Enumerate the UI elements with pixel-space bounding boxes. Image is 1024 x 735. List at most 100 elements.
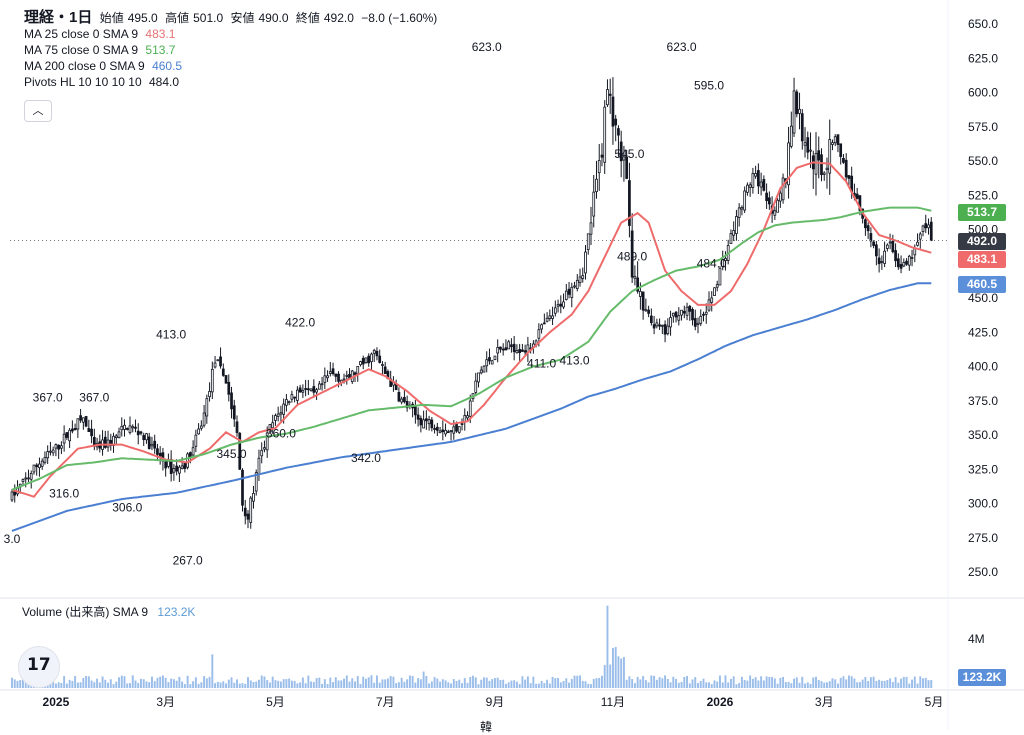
volume-legend[interactable]: Volume (出来高) SMA 9 123.2K <box>22 603 195 620</box>
ma25-price-badge: 483.1 <box>958 251 1006 268</box>
indicator-pivots[interactable]: Pivots HL 10 10 10 10 484.0 <box>24 74 441 90</box>
volume-bar <box>214 683 217 688</box>
volume-bar <box>883 680 886 688</box>
indicator-ma200[interactable]: MA 200 close 0 SMA 9 460.5 <box>24 58 441 74</box>
candle-body <box>652 324 656 329</box>
volume-bar <box>290 680 293 688</box>
volume-bar <box>680 681 683 688</box>
candle-body <box>927 224 930 229</box>
volume-bar <box>532 676 535 688</box>
candle-body <box>309 388 313 392</box>
volume-bar <box>708 682 710 688</box>
candle-body <box>584 251 587 274</box>
volume-bar <box>57 682 60 688</box>
low-label: 安値 <box>230 11 255 25</box>
volume-bar <box>244 683 247 688</box>
volume-bar <box>450 683 453 688</box>
candle-body <box>156 448 159 455</box>
candle-body <box>210 368 214 393</box>
candle-body <box>27 477 30 480</box>
candle-body <box>463 415 467 422</box>
candle-body <box>800 113 804 142</box>
candle-body <box>145 433 148 441</box>
candle-body <box>905 260 908 265</box>
volume-bar <box>107 682 110 688</box>
volume-bar <box>606 605 609 688</box>
volume-bar <box>836 683 839 688</box>
candle-body <box>523 350 527 353</box>
candle-body <box>405 401 409 409</box>
candle-body <box>334 373 338 377</box>
y-tick-label: 650.0 <box>968 17 998 31</box>
volume-bar <box>153 681 156 688</box>
candle-body <box>757 170 760 187</box>
candle-body <box>263 447 266 450</box>
volume-bar <box>760 676 763 688</box>
volume-bar <box>644 680 647 688</box>
candle-body <box>693 318 697 327</box>
volume-bar <box>716 681 719 688</box>
candle-body <box>493 355 497 361</box>
tradingview-logo-icon[interactable]: 17 <box>18 646 60 688</box>
candle-body <box>433 428 436 430</box>
volume-bar <box>129 683 131 688</box>
x-tick-label: 9月 <box>486 695 505 709</box>
candle-body <box>696 322 700 325</box>
chevron-up-icon[interactable]: ︿ <box>24 100 52 122</box>
candle-body <box>213 362 217 368</box>
volume-bar <box>636 676 639 688</box>
candle-body <box>87 428 91 432</box>
volume-bar <box>381 679 384 688</box>
volume-bar <box>592 678 595 688</box>
ma75-line <box>11 206 932 491</box>
volume-bar <box>208 676 211 688</box>
candle-body <box>446 431 450 434</box>
candle-body <box>680 309 683 316</box>
candle-body <box>164 461 168 469</box>
volume-bar <box>392 676 395 688</box>
candle-body <box>202 412 206 426</box>
volume-bar <box>905 676 908 688</box>
volume-bar <box>793 678 796 688</box>
volume-bar <box>820 681 823 688</box>
candle-body <box>372 349 376 354</box>
volume-bar <box>688 683 691 688</box>
candle-body <box>833 136 837 144</box>
volume-bar <box>52 680 55 688</box>
volume-bar <box>587 683 590 688</box>
candle-body <box>474 380 478 393</box>
volume-bar <box>515 681 518 688</box>
close-value: 492.0 <box>323 11 354 25</box>
volume-bar <box>87 676 90 688</box>
indicator-ma75[interactable]: MA 75 close 0 SMA 9 513.7 <box>24 42 441 58</box>
candle-body <box>633 276 637 279</box>
candle-body <box>773 210 777 216</box>
volume-bar <box>474 677 477 688</box>
volume-bar <box>806 682 809 688</box>
volume-bar <box>400 677 403 688</box>
volume-bar <box>908 683 911 688</box>
candle-body <box>241 469 244 506</box>
y-tick-label: 350.0 <box>968 428 998 442</box>
pivot-label: 367.0 <box>33 391 63 405</box>
x-tick-label: 3月 <box>156 695 175 709</box>
candle-body <box>180 465 184 469</box>
candle-body <box>455 423 458 432</box>
symbol-title[interactable]: 理経・1日 <box>24 9 93 26</box>
candle-body <box>803 142 807 146</box>
indicator-ma25[interactable]: MA 25 close 0 SMA 9 483.1 <box>24 26 441 42</box>
volume-bar <box>493 678 496 688</box>
candle-body <box>567 288 571 295</box>
candle-body <box>323 375 327 383</box>
candle-body <box>844 159 848 178</box>
candle-body <box>507 341 511 350</box>
candle-body <box>842 157 845 163</box>
volume-bar <box>356 676 359 688</box>
volume-bar <box>340 680 343 688</box>
volume-bar <box>164 677 167 688</box>
candle-body <box>252 492 255 502</box>
volume-bar <box>225 683 227 688</box>
candle-body <box>751 173 755 188</box>
